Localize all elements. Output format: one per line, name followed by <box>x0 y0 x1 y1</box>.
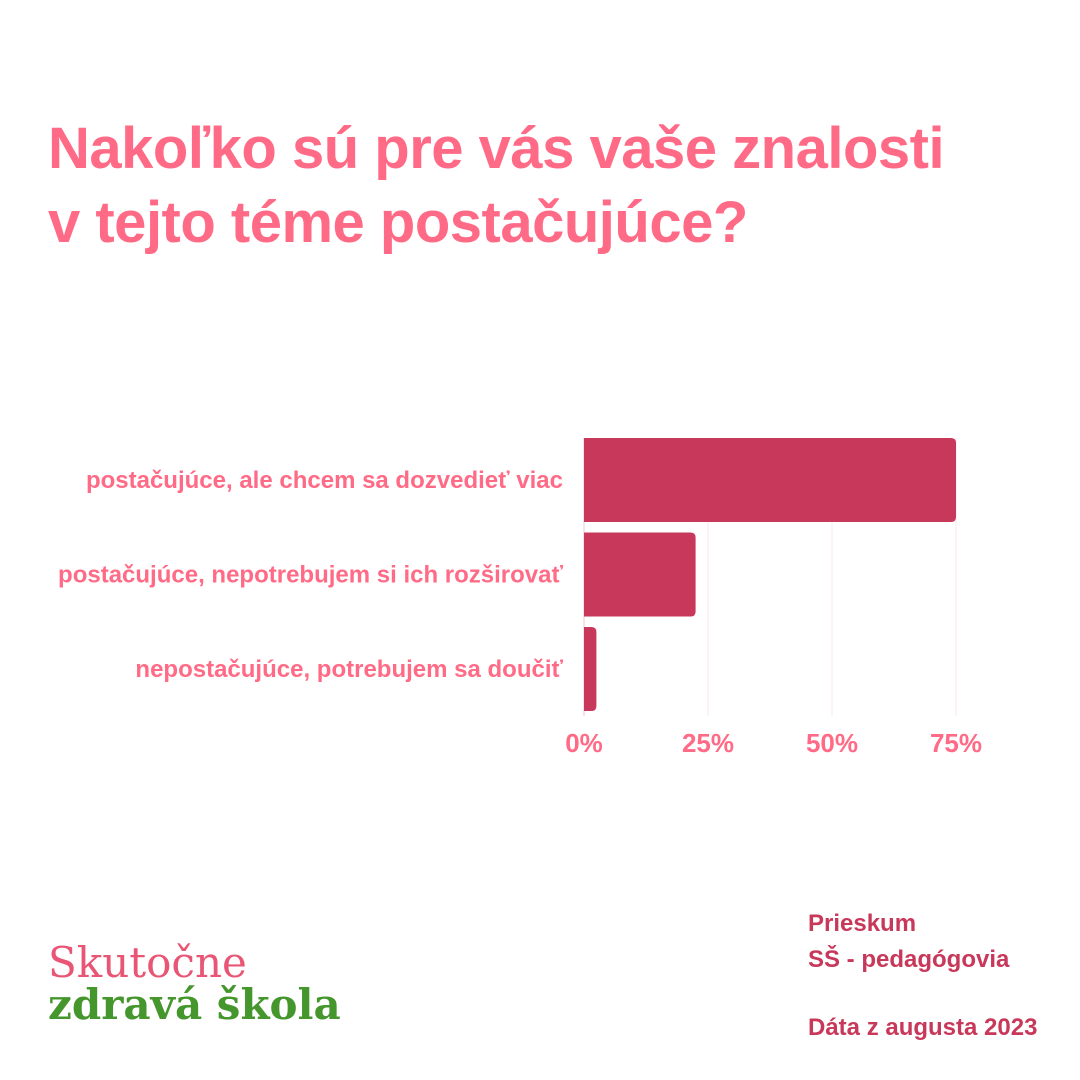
survey-group: SŠ - pedagógovia <box>808 946 1010 973</box>
logo: Skutočne zdravá škola <box>48 942 341 1026</box>
title-line-2: v tejto téme postačujúce? <box>48 190 748 255</box>
x-tick-label: 50% <box>806 728 858 758</box>
x-tick-label: 75% <box>930 728 982 758</box>
bar <box>584 532 696 617</box>
survey-info: Prieskum SŠ - pedagógovia Dáta z augusta… <box>808 906 1073 1046</box>
bar <box>584 438 956 522</box>
survey-label: Prieskum <box>808 910 917 937</box>
survey-date: Dáta z augusta 2023 <box>808 1014 1038 1041</box>
x-tick-label: 25% <box>682 728 734 758</box>
category-label: postačujúce, ale chcem sa dozvedieť viac <box>86 467 563 494</box>
category-label: nepostačujúce, potrebujem sa doučiť <box>135 656 563 683</box>
x-tick-label: 0% <box>565 728 603 758</box>
bar <box>584 627 597 711</box>
page-title: Nakoľko sú pre vás vaše znalosti v tejto… <box>48 112 1048 260</box>
logo-line-2: zdravá škola <box>48 980 341 1029</box>
title-line-1: Nakoľko sú pre vás vaše znalosti <box>48 116 945 181</box>
logo-line-1: Skutočne <box>48 938 247 987</box>
category-label: postačujúce, nepotrebujem si ich rozširo… <box>58 562 563 589</box>
